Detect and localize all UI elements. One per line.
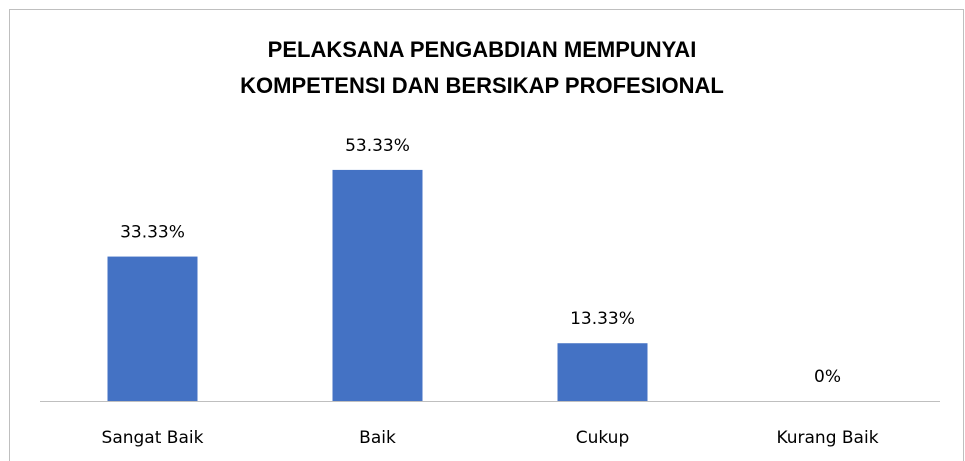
bar xyxy=(557,343,648,401)
bar xyxy=(332,169,423,401)
chart-title: PELAKSANA PENGABDIAN MEMPUNYAI KOMPETENS… xyxy=(240,37,724,98)
data-label: 13.33% xyxy=(570,309,635,329)
data-label: 0% xyxy=(814,367,841,387)
chart-border xyxy=(9,9,964,461)
x-tick-label: Cukup xyxy=(576,428,630,448)
data-label: 53.33% xyxy=(345,136,410,156)
bar xyxy=(107,256,198,401)
x-tick-label: Baik xyxy=(359,428,396,448)
x-tick-label: Sangat Baik xyxy=(102,428,204,448)
x-tick-label: Kurang Baik xyxy=(776,428,878,448)
data-label: 33.33% xyxy=(120,223,185,243)
